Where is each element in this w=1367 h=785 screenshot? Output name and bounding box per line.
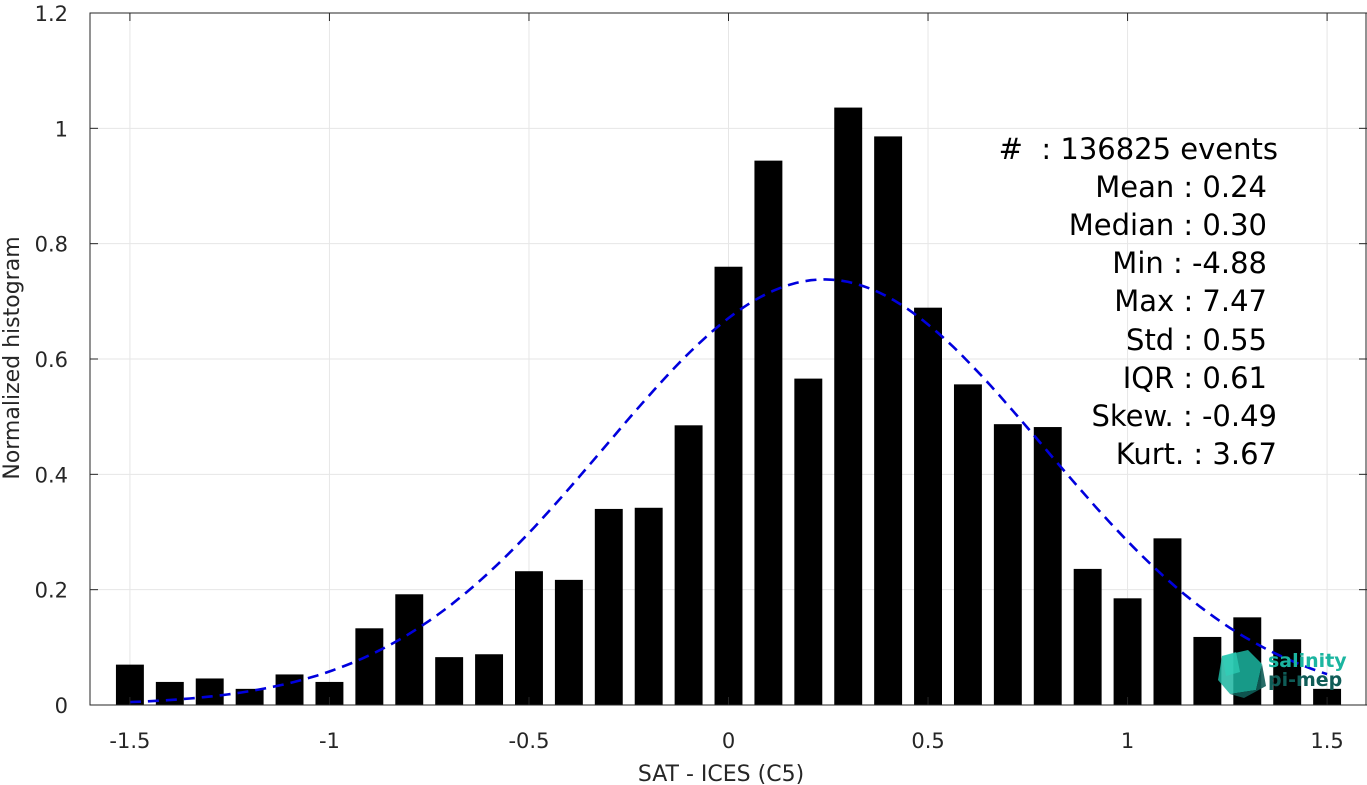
stat-iqr: IQR : 0.61 xyxy=(1123,361,1267,395)
stat-mean: Mean : 0.24 xyxy=(1095,170,1267,204)
y-tick-label: 0 xyxy=(55,694,68,718)
stats-annotations: # : 136825 events Mean : 0.24 Median : 0… xyxy=(999,132,1278,471)
x-tick-label: -0.5 xyxy=(508,729,549,753)
y-tick-label: 0.6 xyxy=(35,348,68,372)
histogram-bar xyxy=(1073,568,1102,705)
histogram-bar xyxy=(475,654,504,705)
y-tick-label: 0.4 xyxy=(35,463,68,487)
histogram-bar xyxy=(594,508,623,705)
logo-text-pimep: pi-mep xyxy=(1268,669,1342,691)
histogram-bar xyxy=(554,579,583,705)
y-axis-label: Normalized histogram xyxy=(0,236,25,479)
histogram-bar xyxy=(1193,636,1222,705)
histogram-bar xyxy=(275,674,304,705)
stat-events: # : 136825 events xyxy=(999,132,1278,166)
stat-max: Max : 7.47 xyxy=(1114,284,1267,318)
x-tick-label: 0.5 xyxy=(911,729,944,753)
stat-skew: Skew. : -0.49 xyxy=(1091,399,1277,433)
stat-median: Median : 0.30 xyxy=(1069,208,1267,242)
histogram-bar xyxy=(714,266,743,705)
histogram-bar xyxy=(155,681,184,705)
gaussian-fit-curve xyxy=(129,278,1328,704)
histogram-bar xyxy=(1153,538,1182,705)
y-tick-label: 0.2 xyxy=(35,579,68,603)
y-tick-label: 1.2 xyxy=(35,2,68,26)
plot-border xyxy=(89,12,1367,706)
histogram-bar xyxy=(195,678,224,705)
y-tick-label: 1 xyxy=(55,117,68,141)
histogram-bar xyxy=(914,307,942,705)
histogram-bar xyxy=(435,657,464,705)
x-tick-label: 0 xyxy=(722,729,735,753)
histogram-bar xyxy=(993,424,1022,705)
histogram-bar xyxy=(634,507,663,705)
histogram-bar xyxy=(674,425,703,705)
histogram-bar xyxy=(395,594,424,705)
histogram-bar xyxy=(834,107,863,705)
salinity-pimep-logo: salinity pi-mep xyxy=(1218,650,1347,698)
logo-text-salinity: salinity xyxy=(1268,650,1347,672)
histogram-bar xyxy=(1033,427,1062,705)
histogram-bar xyxy=(355,628,384,705)
histogram-bar xyxy=(515,571,543,705)
histogram-bar xyxy=(315,681,344,705)
stat-std: Std : 0.55 xyxy=(1126,323,1267,357)
histogram-bar xyxy=(874,136,903,705)
logo-mark-icon xyxy=(1218,650,1266,698)
histogram-bar xyxy=(794,378,823,705)
x-tick-label: 1.5 xyxy=(1310,729,1343,753)
x-axis-label: SAT - ICES (C5) xyxy=(638,762,804,785)
histogram-bar xyxy=(1313,688,1342,705)
y-tick-labels: 0 0.2 0.4 0.6 0.8 1 1.2 xyxy=(35,2,68,718)
x-tick-label: -1 xyxy=(319,729,340,753)
x-tick-label: 1 xyxy=(1121,729,1134,753)
histogram-bar xyxy=(754,160,783,706)
stat-min: Min : -4.88 xyxy=(1112,246,1267,280)
histogram-bar xyxy=(953,384,982,705)
axes-frame xyxy=(89,12,1367,706)
y-tick-label: 0.8 xyxy=(35,233,68,257)
stat-kurt: Kurt. : 3.67 xyxy=(1116,437,1277,471)
histogram-bar xyxy=(235,688,264,705)
x-tick-labels: -1.5 -1 -0.5 0 0.5 1 1.5 xyxy=(109,729,1343,753)
histogram-bar xyxy=(1273,639,1302,705)
histogram-bar xyxy=(1113,598,1142,705)
x-tick-label: -1.5 xyxy=(109,729,150,753)
